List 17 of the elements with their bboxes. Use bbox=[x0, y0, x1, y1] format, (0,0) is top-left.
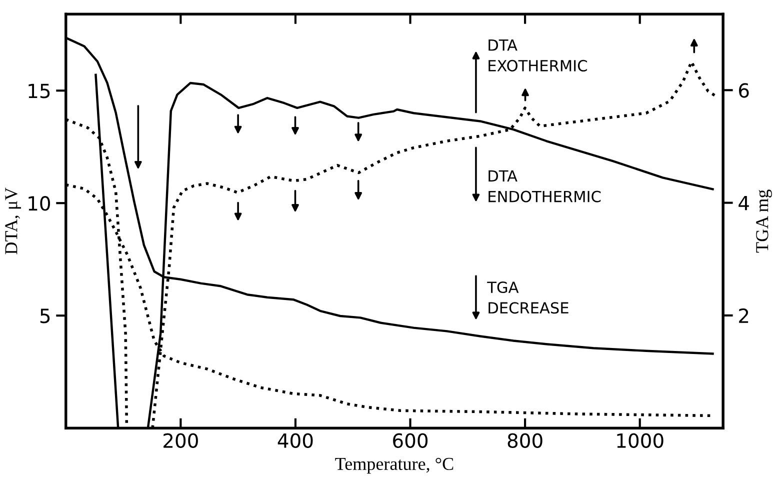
x-tick-label: 400 bbox=[278, 433, 313, 448]
x-tick-label: 800 bbox=[508, 433, 542, 448]
y-tick-label: 15 bbox=[28, 84, 50, 98]
x-tick-label: 200 bbox=[164, 433, 198, 448]
annotation: DTA ENDOTHERMIC bbox=[488, 170, 601, 202]
annotation: TGA DECREASE bbox=[487, 282, 568, 314]
y2-tick-label: 2 bbox=[739, 308, 748, 323]
y2-tick-label: 4 bbox=[738, 196, 749, 210]
y-tick-label: 10 bbox=[28, 196, 50, 211]
y-axis-title: DTA, μV bbox=[5, 188, 21, 254]
x-tick-label: 1000 bbox=[617, 433, 664, 448]
y2-tick-label: 6 bbox=[739, 83, 749, 98]
x-tick-label: 600 bbox=[393, 433, 428, 448]
y-tick-label: 5 bbox=[40, 308, 50, 324]
annotation: DTA EXOTHERMIC bbox=[488, 40, 587, 72]
x-axis-title: Temperature, °C bbox=[335, 458, 454, 474]
y2-axis-title: TGA mg bbox=[756, 190, 772, 253]
